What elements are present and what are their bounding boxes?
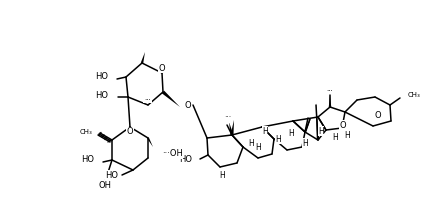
Text: H: H — [275, 135, 281, 143]
Polygon shape — [304, 118, 311, 133]
Text: ···: ··· — [144, 97, 151, 103]
Text: H: H — [255, 143, 261, 152]
Text: H: H — [332, 133, 338, 143]
Text: H: H — [219, 170, 225, 179]
Text: ···: ··· — [326, 88, 333, 94]
Polygon shape — [147, 138, 153, 147]
Text: O: O — [375, 111, 381, 119]
Text: ···OH: ···OH — [162, 150, 183, 158]
Text: H: H — [344, 131, 350, 140]
Polygon shape — [141, 52, 145, 63]
Text: CH₃: CH₃ — [79, 129, 92, 135]
Text: O: O — [127, 128, 133, 136]
Polygon shape — [230, 120, 234, 135]
Text: OH: OH — [99, 181, 112, 189]
Text: HO: HO — [81, 155, 94, 165]
Text: HO: HO — [95, 90, 108, 99]
Text: H: H — [302, 138, 308, 148]
Text: H: H — [288, 129, 294, 138]
Polygon shape — [316, 103, 319, 140]
Text: HO: HO — [95, 72, 108, 80]
Text: H: H — [318, 126, 324, 136]
Text: O: O — [340, 121, 346, 129]
Polygon shape — [229, 122, 233, 135]
Polygon shape — [162, 91, 180, 107]
Text: ···: ··· — [224, 114, 232, 123]
Text: H: H — [248, 138, 254, 148]
Text: HO: HO — [105, 170, 118, 179]
Text: O: O — [159, 63, 165, 73]
Text: O: O — [185, 100, 191, 109]
Text: CH₃: CH₃ — [408, 92, 421, 98]
Polygon shape — [329, 95, 331, 107]
Text: HO: HO — [179, 155, 192, 165]
Text: ···: ··· — [145, 97, 151, 103]
Text: H: H — [262, 126, 268, 136]
